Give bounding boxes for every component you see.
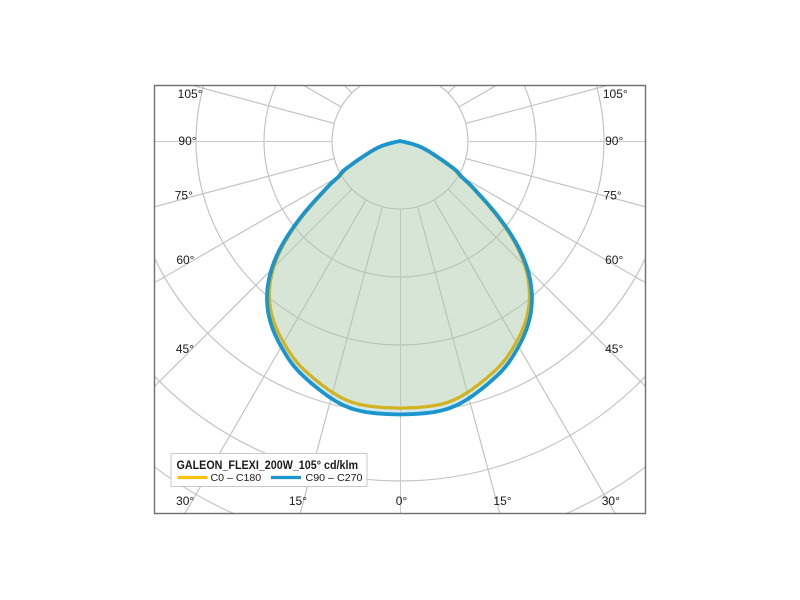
svg-text:90°: 90° bbox=[178, 134, 196, 148]
svg-text:75°: 75° bbox=[604, 189, 622, 203]
svg-text:105°: 105° bbox=[178, 87, 203, 101]
svg-text:15°: 15° bbox=[493, 494, 511, 508]
svg-text:45°: 45° bbox=[605, 342, 623, 356]
svg-text:45°: 45° bbox=[176, 342, 194, 356]
svg-text:60°: 60° bbox=[605, 253, 623, 267]
svg-text:60°: 60° bbox=[176, 253, 194, 267]
svg-text:C90 – C270: C90 – C270 bbox=[306, 473, 363, 484]
svg-text:30°: 30° bbox=[602, 494, 620, 508]
svg-text:C0 – C180: C0 – C180 bbox=[211, 473, 262, 484]
svg-text:30°: 30° bbox=[176, 494, 194, 508]
svg-text:15°: 15° bbox=[289, 494, 307, 508]
svg-text:105°: 105° bbox=[603, 87, 628, 101]
svg-text:75°: 75° bbox=[175, 189, 193, 203]
svg-text:90°: 90° bbox=[605, 134, 623, 148]
svg-text:0°: 0° bbox=[396, 494, 408, 508]
svg-text:GALEON_FLEXI_200W_105° cd/klm: GALEON_FLEXI_200W_105° cd/klm bbox=[177, 460, 359, 472]
